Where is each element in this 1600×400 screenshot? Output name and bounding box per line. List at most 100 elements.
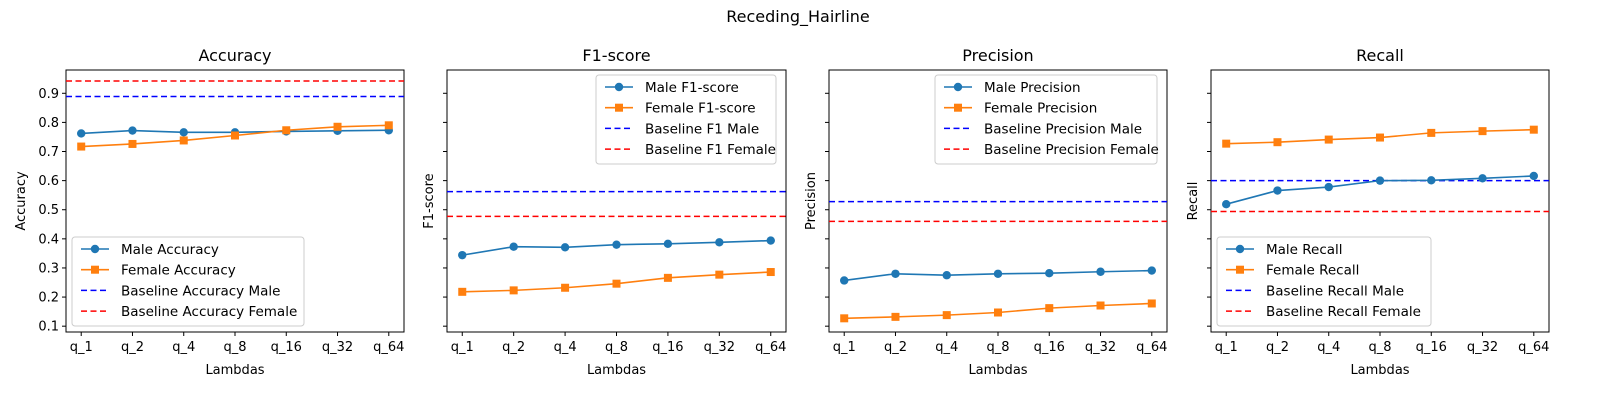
legend: Male F1-score Female F1-score Baseline F1 … [595,74,777,165]
x-tick-label: q_16 [652,340,683,355]
data-point [715,238,724,247]
legend-label: Baseline F1 Male [645,121,759,137]
data-point [1478,127,1487,136]
x-tick-label: q_8 [1368,340,1391,355]
data-point [942,271,951,280]
data-point [77,142,86,151]
data-point [77,129,86,138]
legend-label: Male Accuracy [121,242,219,258]
x-tick-label: q_8 [986,340,1009,355]
data-point [1222,200,1231,209]
panel-accuracy: Accuracy q_1 q_2 q_4 q_8 q_16 q_32 q_64 0.1 0.2 0.… [14,46,405,378]
data-point [1045,304,1054,313]
y-tick-label: 0.2 [38,291,59,306]
x-axis-label: Lambdas [205,363,264,378]
y-tick-label: 0.8 [38,116,59,131]
y-axis-label: Accuracy [14,171,29,231]
legend-label: Male Precision [984,80,1081,96]
legend-box [71,236,305,327]
data-point [994,308,1002,317]
data-point [663,239,673,248]
data-point [766,236,775,245]
data-point [128,139,137,148]
x-tick-label: q_1 [833,340,856,355]
legend-label: Baseline Recall Male [1266,283,1404,299]
x-axis-label: Lambdas [587,363,646,378]
x-tick-label: q_32 [322,340,353,355]
panel-recall: Recall q_1 q_2 q_4 q_8 q_16 q_32 q_64 Lambdas Rec… [1186,46,1550,378]
x-tick-label: q_2 [121,340,144,355]
x-tick-label: q_32 [1467,340,1498,355]
y-tick-label: 0.5 [38,203,59,218]
legend-label: Baseline Precision Female [984,142,1159,158]
data-point [561,283,570,292]
data-point [891,269,900,278]
legend-label: Male F1-score [645,80,739,96]
data-point [1147,266,1156,275]
legend-label: Female F1-score [645,101,756,117]
data-point [840,314,849,323]
x-tick-label: q_4 [172,340,195,355]
data-point [891,312,900,321]
legend-label: Female Recall [1266,263,1359,279]
data-point [333,122,342,131]
data-point [840,276,849,285]
data-point [1375,176,1385,185]
legend-marker [90,244,100,254]
legend-label: Baseline Recall Female [1266,304,1421,320]
y-tick-label: 0.7 [38,145,59,160]
data-point [1147,299,1156,308]
x-tick-label: q_4 [1317,340,1340,355]
x-axis-label: Lambdas [968,363,1027,378]
x-tick-label: q_64 [755,340,786,355]
figure-title: Receding_Hairline [726,7,870,27]
data-point [612,240,621,249]
panel-precision: Precision q_1 q_2 q_4 q_8 q_16 q_32 q_64 Lambdas… [804,46,1168,378]
panel-title: Recall [1356,46,1404,65]
x-tick-label: q_2 [502,340,525,355]
data-point [1222,139,1231,148]
data-point [458,287,467,296]
x-axis-label: Lambdas [1350,363,1409,378]
legend-label: Male Recall [1266,242,1343,258]
panel-title: Precision [962,46,1033,65]
legend-marker [614,82,624,92]
legend-marker [615,103,623,112]
legend-label: Female Accuracy [121,263,236,279]
x-tick-label: q_64 [1136,340,1167,355]
legend-label: Female Precision [984,101,1097,117]
legend-label: Baseline Accuracy Male [121,283,280,299]
legend: Male Recall Female Recall Baseline Recall … [1216,236,1432,327]
panel-title: F1-score [582,46,650,65]
y-tick-label: 0.4 [38,232,59,247]
x-tick-label: q_4 [935,340,958,355]
x-tick-label: q_64 [373,340,404,355]
y-axis-label: Precision [804,172,819,230]
data-point [560,243,570,252]
data-point [1045,268,1054,278]
data-point [179,128,188,137]
legend-label: Baseline Accuracy Female [121,304,297,320]
y-tick-label: 0.3 [38,261,59,276]
x-tick-label: q_16 [1034,340,1065,355]
panel-f1-score: F1-score q_1 q_2 q_4 q_8 q_16 q_32 q_64 Lambdas F… [422,46,787,378]
panel-title: Accuracy [198,46,271,65]
x-tick-label: q_4 [554,340,577,355]
data-point [766,268,775,277]
data-point [1376,133,1384,142]
legend-marker [953,82,963,92]
data-point [458,250,467,260]
x-tick-label: q_1 [70,340,93,355]
legend-marker [954,103,962,112]
y-axis-label: F1-score [422,173,437,228]
y-tick-label: 0.6 [38,174,59,189]
data-point [1478,174,1487,183]
x-tick-label: q_1 [1215,340,1238,355]
legend-label: Baseline F1 Female [645,142,776,158]
x-tick-label: q_1 [451,340,474,355]
x-tick-label: q_2 [1266,340,1289,355]
data-point [231,131,239,140]
data-point [1529,171,1538,181]
x-tick-label: q_8 [605,340,628,355]
